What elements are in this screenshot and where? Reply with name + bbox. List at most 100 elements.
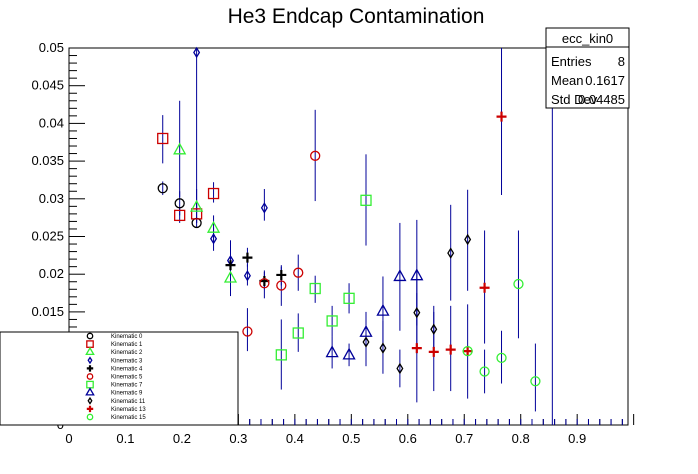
y-tick-label: 0.02 <box>39 266 64 281</box>
legend-marker <box>86 405 94 413</box>
x-tick-label: 0.9 <box>568 431 586 446</box>
legend-label: Kinematic 9 <box>111 391 143 397</box>
data-point <box>210 233 218 245</box>
data-point <box>496 352 507 364</box>
legend-box <box>0 331 239 426</box>
data-point <box>173 142 187 155</box>
legend-label: Kinematic 1 <box>111 342 143 348</box>
data-point <box>326 315 338 327</box>
data-point <box>276 280 287 291</box>
data-point <box>242 326 253 337</box>
data-point <box>310 150 321 161</box>
data-point <box>530 376 541 387</box>
legend-label: Kinematic 15 <box>111 415 146 421</box>
data-point <box>445 344 456 355</box>
data-point <box>243 269 251 282</box>
data-point <box>411 343 422 354</box>
x-tick-label: 0.7 <box>455 431 473 446</box>
x-tick-label: 0.6 <box>399 431 417 446</box>
legend-label: Kinematic 13 <box>111 407 146 413</box>
stats-box-frame <box>545 27 630 109</box>
stats-row-value: 0.04485 <box>578 92 625 107</box>
data-point <box>293 267 304 278</box>
x-tick-label: 0.2 <box>173 431 191 446</box>
data-point <box>393 269 407 282</box>
data-point <box>207 187 220 200</box>
x-tick-label: 0 <box>65 431 72 446</box>
x-tick-label: 0.4 <box>286 431 304 446</box>
x-tick-label: 0.3 <box>229 431 247 446</box>
legend-marker <box>86 332 94 340</box>
data-point <box>410 268 424 281</box>
legend-marker <box>87 396 93 405</box>
legend-marker <box>85 346 95 356</box>
data-point <box>413 306 421 319</box>
legend-marker <box>87 356 93 365</box>
data-point <box>292 327 304 339</box>
legend-label: Kinematic 4 <box>111 366 143 372</box>
data-point <box>260 202 268 214</box>
data-point <box>223 270 238 283</box>
data-point <box>275 349 287 361</box>
data-point <box>190 199 204 212</box>
data-point <box>479 366 490 377</box>
y-tick-label: 0.04 <box>39 115 64 130</box>
data-point <box>362 336 370 348</box>
legend-label: Kinematic 3 <box>111 358 143 364</box>
x-tick-label: 0.5 <box>342 431 360 446</box>
data-point <box>342 347 356 360</box>
legend: Kinematic 0 Kinematic 1 Kinematic 2 Kinemat… <box>0 331 239 426</box>
data-point <box>225 260 236 271</box>
legend-marker <box>86 365 94 372</box>
legend-label: Kinematic 11 <box>111 399 146 405</box>
legend-label: Kinematic 0 <box>111 334 143 340</box>
data-point <box>174 209 186 222</box>
legend-label: Kinematic 7 <box>111 383 143 389</box>
y-tick-label: 0.015 <box>31 304 64 319</box>
data-point <box>157 132 169 145</box>
data-markers <box>157 46 559 387</box>
stats-row-value: 8 <box>618 54 625 69</box>
data-point <box>447 247 455 259</box>
stats-box-title: ecc_kin0 <box>562 31 613 46</box>
data-point <box>496 111 507 122</box>
data-point <box>462 345 473 357</box>
data-point <box>379 342 387 354</box>
y-tick-label: 0.035 <box>31 153 64 168</box>
data-point <box>428 346 439 357</box>
legend-marker <box>86 413 94 421</box>
stats-row-value: 0.1617 <box>585 73 625 88</box>
data-point <box>376 303 390 316</box>
data-point <box>259 275 270 286</box>
data-point <box>325 345 339 358</box>
data-point <box>462 346 473 357</box>
stats-row-label: Entries <box>551 54 592 69</box>
y-tick-label: 0.05 <box>39 40 64 55</box>
data-point <box>276 269 287 280</box>
x-tick-label: 0.8 <box>512 431 530 446</box>
data-point <box>464 233 472 246</box>
stats-row-label: Mean <box>551 73 584 88</box>
legend-label: Kinematic 2 <box>111 350 143 356</box>
error-bars <box>162 48 623 425</box>
data-point <box>479 282 490 293</box>
data-point <box>174 198 185 209</box>
legend-marker <box>85 387 95 396</box>
y-tick-label: 0.03 <box>39 191 64 206</box>
data-point <box>360 194 372 206</box>
y-tick-label: 0.045 <box>31 78 64 93</box>
data-point <box>343 292 355 304</box>
data-point <box>259 278 270 289</box>
data-point <box>157 183 168 194</box>
data-point <box>513 278 524 290</box>
data-point <box>430 323 438 335</box>
data-point <box>242 252 253 263</box>
stats-row-label: Std Dev <box>551 92 598 107</box>
data-point <box>190 208 203 220</box>
data-point <box>309 282 321 295</box>
chart-title: He3 Endcap Contamination <box>228 5 485 28</box>
data-point <box>206 220 221 233</box>
x-tick-label: 0.1 <box>116 431 134 446</box>
